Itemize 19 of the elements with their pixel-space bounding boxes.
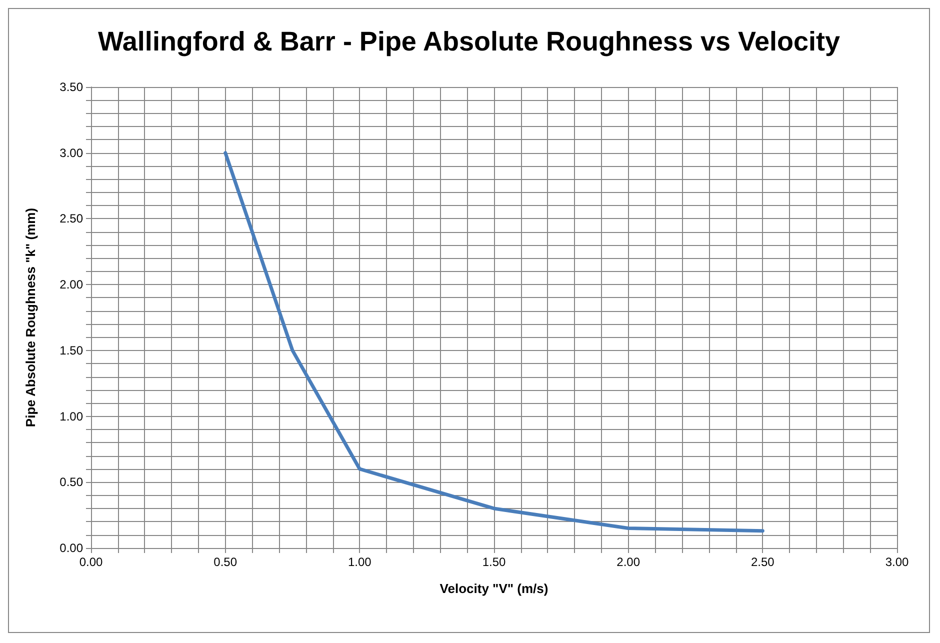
y-tick-label: 3.00 [60, 146, 84, 160]
y-tick-label: 1.00 [60, 409, 84, 424]
line-series [224, 151, 764, 533]
chart-title: Wallingford & Barr - Pipe Absolute Roughness vs Velocity [98, 26, 840, 56]
x-tick-label: 0.00 [79, 555, 103, 569]
y-tick-label: 3.50 [60, 80, 84, 94]
x-tick-label: 2.50 [750, 555, 775, 569]
y-tick-label: 2.00 [60, 278, 84, 292]
x-tick-label: 1.00 [348, 555, 372, 569]
x-tick-label: 2.00 [616, 555, 640, 569]
y-tick-label: 1.50 [60, 343, 84, 358]
y-axis-title: Pipe Absolute Roughness "k" (mm) [23, 208, 38, 428]
y-tick-label: 2.50 [60, 212, 84, 226]
x-tick-label: 3.00 [885, 555, 909, 569]
x-axis-title: Velocity "V" (m/s) [440, 581, 548, 596]
y-tick-label: 0.50 [60, 475, 84, 490]
y-tick-label: 0.00 [60, 541, 84, 555]
x-tick-label: 1.50 [482, 555, 506, 569]
x-tick-label: 0.50 [214, 555, 238, 569]
